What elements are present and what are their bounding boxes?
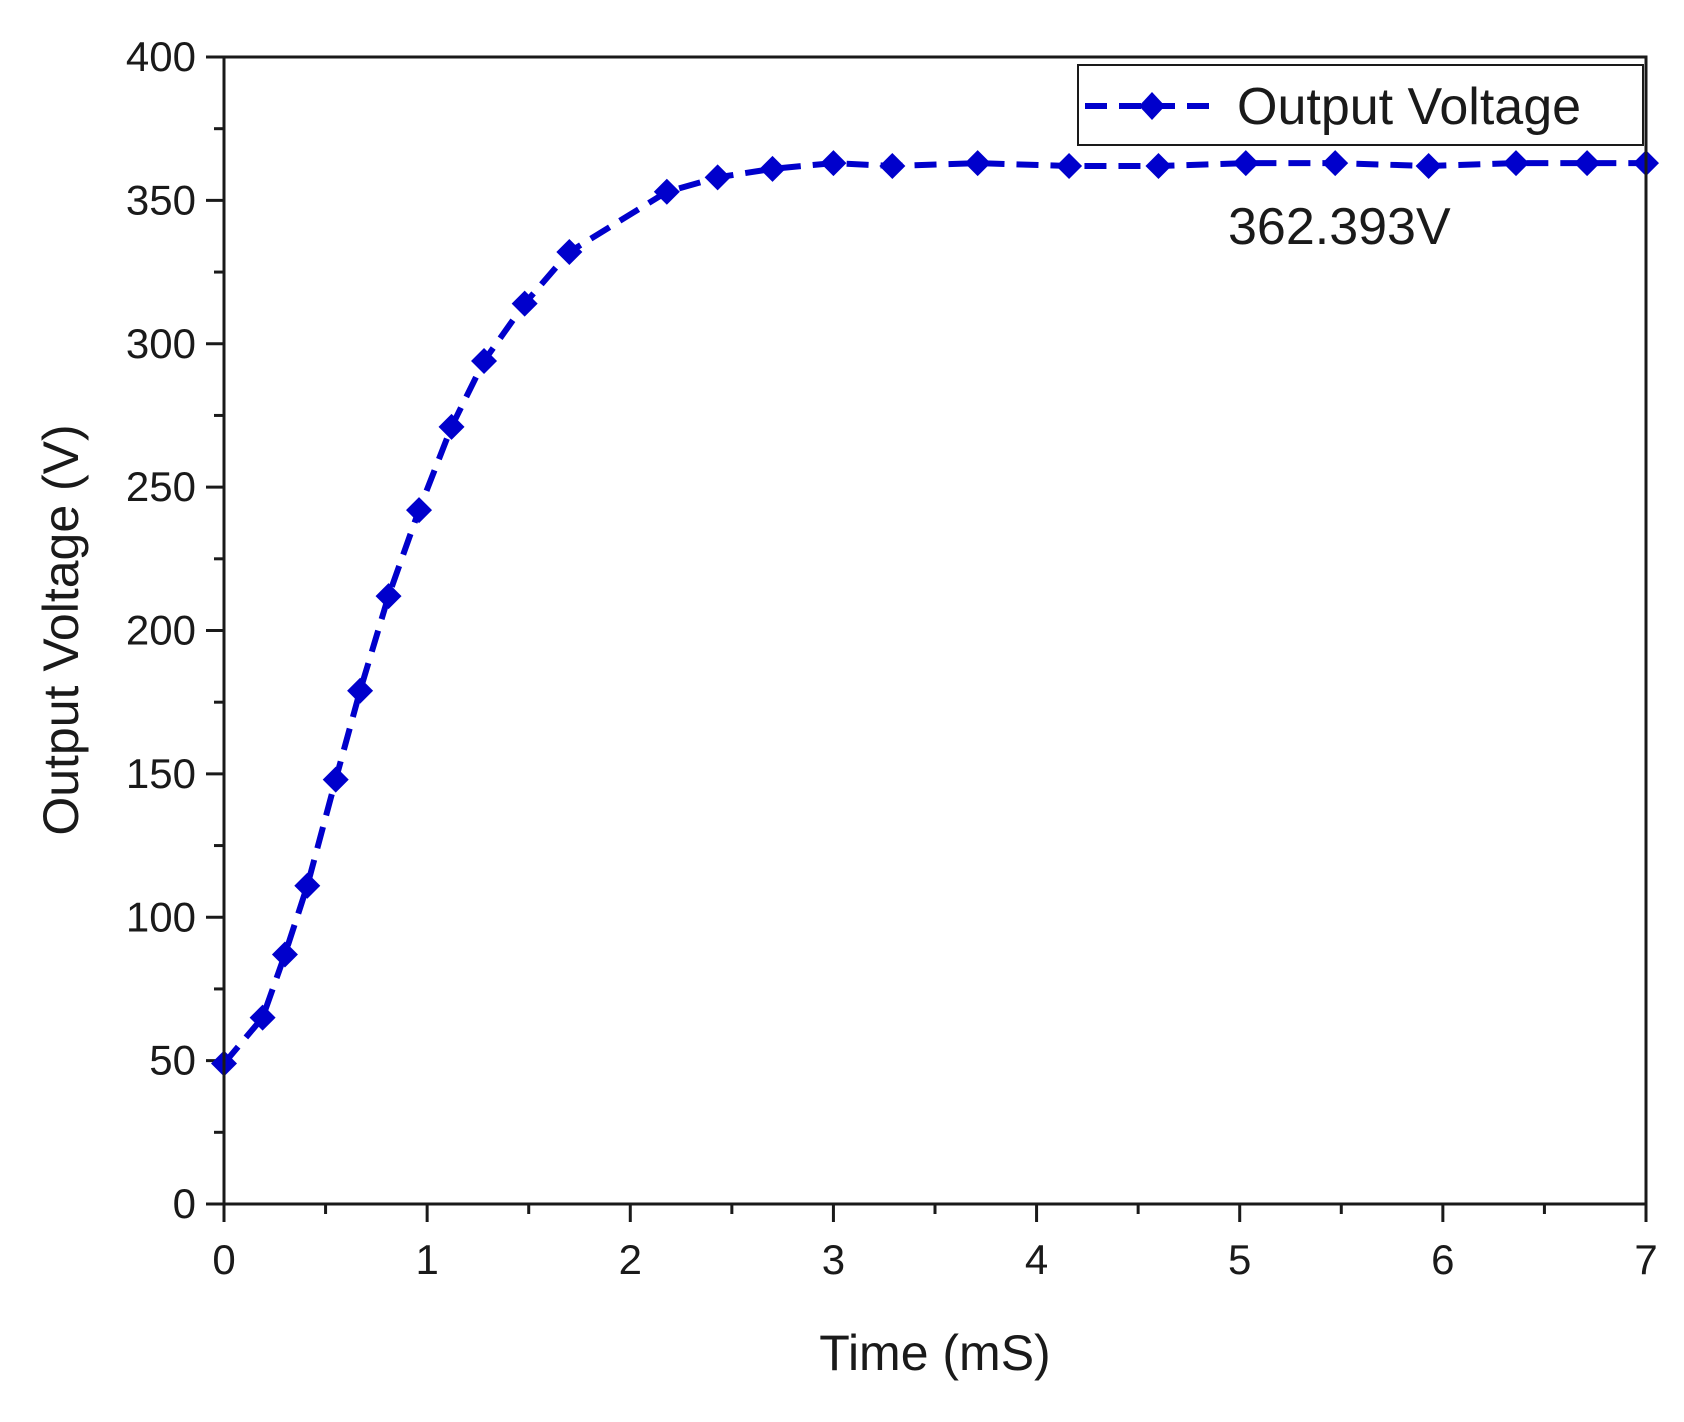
data-point-marker [347,677,374,704]
x-tick-label: 7 [1634,1236,1657,1283]
x-axis-title: Time (mS) [819,1325,1050,1381]
y-tick-label: 250 [126,463,196,510]
data-point-marker [1056,152,1083,179]
legend: Output Voltage [1077,64,1644,146]
data-point-marker [322,766,349,793]
y-tick-label: 300 [126,320,196,367]
y-tick-label: 200 [126,607,196,654]
x-tick-label: 5 [1228,1236,1251,1283]
data-point-marker [1574,150,1601,177]
y-tick-label: 50 [149,1037,196,1084]
x-tick-labels: 0 1 2 3 4 5 6 7 [212,1236,1657,1283]
data-point-marker [879,152,906,179]
plot-frame [222,55,1648,1206]
data-point-marker [471,347,498,374]
steady-state-annotation: 362.393V [1228,198,1451,256]
y-axis-title: Output Voltage (V) [33,424,89,835]
x-tick-label: 1 [415,1236,438,1283]
series-line [221,160,1646,1066]
data-point-marker [759,155,786,182]
x-tick-label: 2 [619,1236,642,1283]
data-point-marker [249,1004,276,1031]
x-tick-label: 6 [1431,1236,1454,1283]
series-layer [211,150,1659,1077]
data-point-marker [375,583,402,610]
data-point-marker [406,497,433,524]
data-point-marker [271,941,298,968]
data-point-marker [556,238,583,265]
data-point-marker [820,150,847,177]
data-point-marker [1502,150,1529,177]
y-tick-labels: 0 50 100 150 200 250 300 350 400 [126,33,196,1227]
x-tick-label: 3 [822,1236,845,1283]
data-point-marker [653,178,680,205]
data-point-marker [1322,150,1349,177]
data-point-marker [964,150,991,177]
data-point-marker [511,290,538,317]
y-tick-label: 350 [126,176,196,223]
data-point-marker [1415,152,1442,179]
y-tick-label: 150 [126,750,196,797]
legend-label: Output Voltage [1237,78,1581,136]
y-tick-label: 0 [173,1180,196,1227]
data-point-marker [438,413,465,440]
legend-marker-diamond [1139,92,1165,120]
data-point-marker [704,164,731,191]
y-tick-label: 400 [126,33,196,80]
y-tick-label: 100 [126,893,196,940]
data-point-marker [1232,150,1259,177]
data-point-marker [294,872,321,899]
data-point-marker [1145,152,1172,179]
x-tick-label: 4 [1025,1236,1048,1283]
x-tick-label: 0 [212,1236,235,1283]
